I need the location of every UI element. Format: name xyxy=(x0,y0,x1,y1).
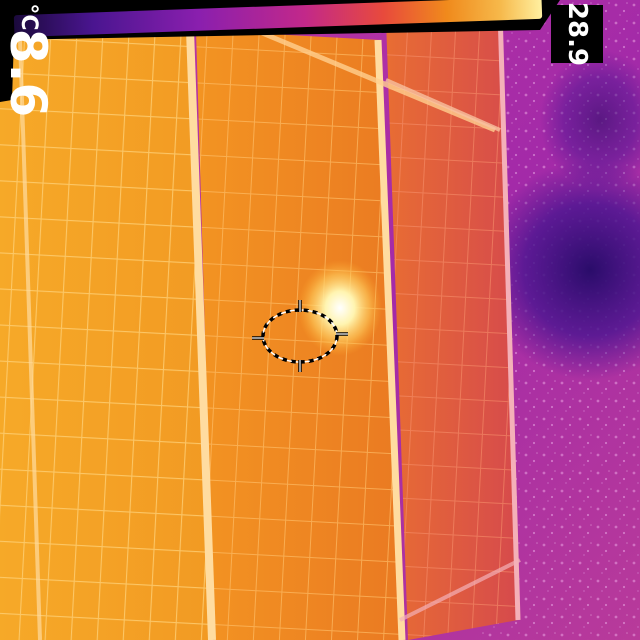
panel-frames xyxy=(18,9,521,640)
palette-color-bar xyxy=(13,0,543,38)
min-temperature-label: °C 8.6 xyxy=(0,0,57,150)
max-temperature-label: 28.9 xyxy=(551,2,603,66)
temperature-scale xyxy=(0,0,560,102)
solar-panel-array xyxy=(0,9,521,640)
hotspot xyxy=(298,260,382,356)
spot-meter-icon xyxy=(252,300,348,372)
min-temperature-value: 8.6 xyxy=(0,28,57,118)
